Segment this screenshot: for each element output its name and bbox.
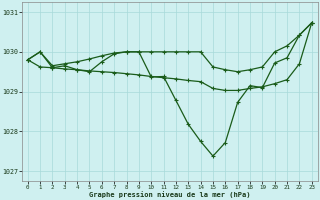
X-axis label: Graphe pression niveau de la mer (hPa): Graphe pression niveau de la mer (hPa) bbox=[89, 191, 251, 198]
